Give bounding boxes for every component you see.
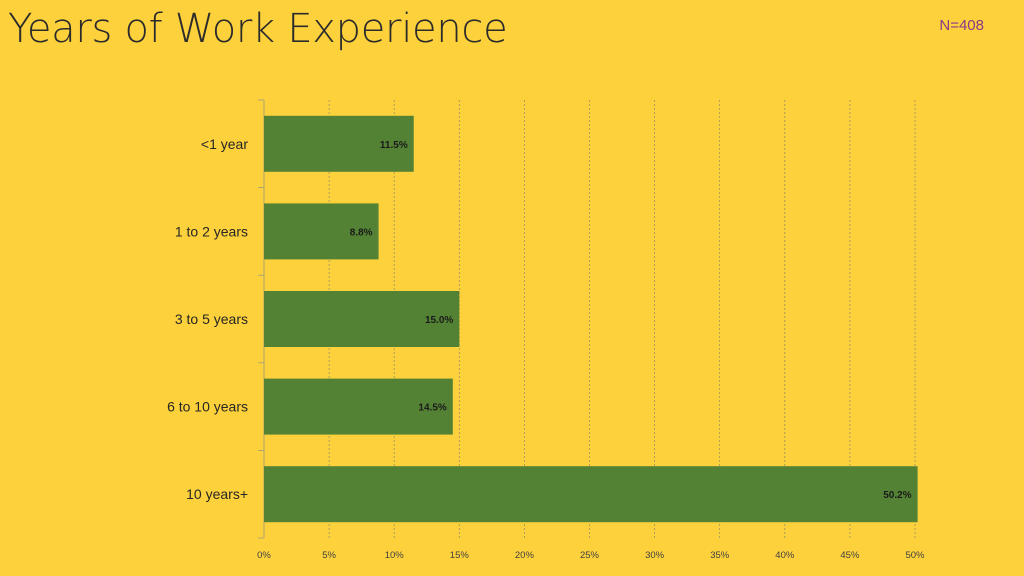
- x-tick-label: 35%: [710, 550, 730, 561]
- category-label: <1 year: [201, 136, 248, 152]
- data-label: 50.2%: [883, 490, 911, 501]
- x-tick-label: 45%: [840, 550, 860, 561]
- data-label: 14.5%: [418, 403, 446, 414]
- x-tick-label: 10%: [385, 550, 405, 561]
- x-tick-label: 15%: [450, 550, 470, 561]
- category-label: 3 to 5 years: [175, 311, 248, 327]
- x-tick-label: 20%: [515, 550, 535, 561]
- category-label: 1 to 2 years: [175, 223, 248, 239]
- data-label: 11.5%: [380, 140, 408, 151]
- x-tick-label: 0%: [257, 550, 271, 561]
- sample-size-label: N=408: [939, 17, 984, 34]
- chart-title: Years of Work Experience: [8, 6, 508, 52]
- x-tick-label: 5%: [322, 550, 336, 561]
- x-tick-label: 40%: [775, 550, 795, 561]
- x-tick-label: 30%: [645, 550, 665, 561]
- bar: [264, 203, 379, 260]
- data-label: 15.0%: [425, 315, 453, 326]
- data-label: 8.8%: [350, 227, 373, 238]
- bar: [264, 291, 460, 347]
- x-tick-label: 25%: [580, 550, 600, 561]
- bar: [264, 115, 414, 172]
- category-label: 10 years+: [186, 486, 248, 502]
- x-tick-label: 50%: [905, 550, 925, 561]
- category-label: 6 to 10 years: [167, 399, 248, 415]
- bar: [264, 466, 918, 523]
- bar: [264, 378, 453, 435]
